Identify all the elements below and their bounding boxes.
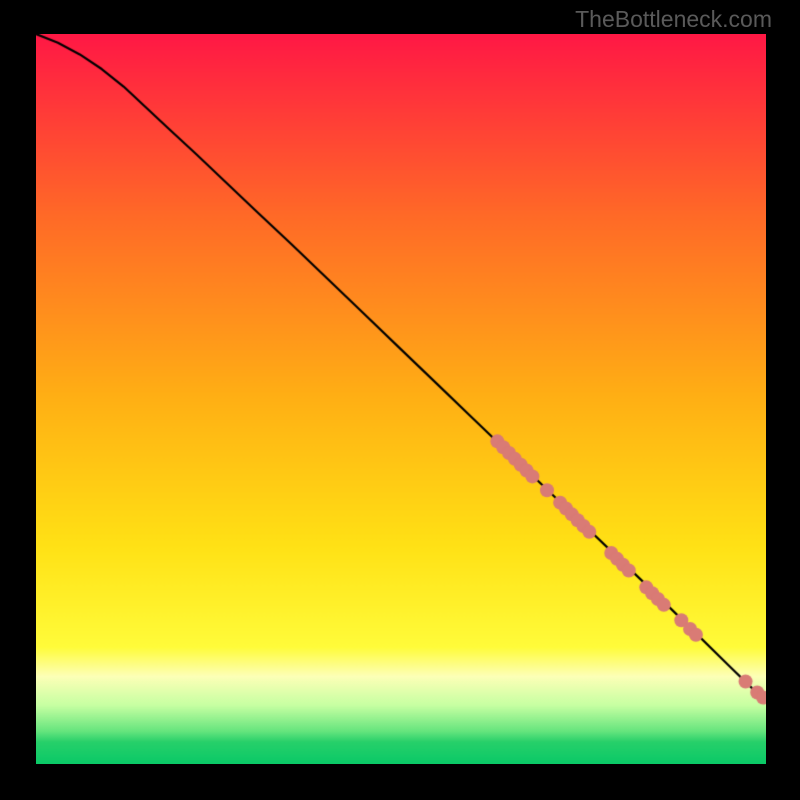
chart-container: TheBottleneck.com [0,0,800,800]
gradient-chart-canvas [36,34,766,764]
watermark-text: TheBottleneck.com [575,6,772,33]
